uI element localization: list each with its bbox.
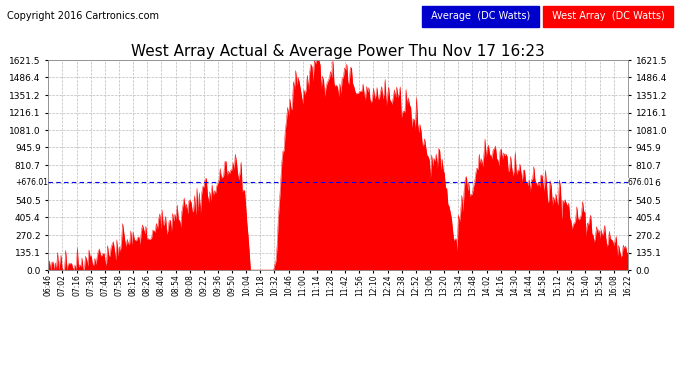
Text: Average  (DC Watts): Average (DC Watts) [428,11,533,21]
Text: 676.01: 676.01 [628,178,655,187]
Text: +676.01: +676.01 [15,178,48,187]
Text: West Array  (DC Watts): West Array (DC Watts) [549,11,667,21]
Text: Copyright 2016 Cartronics.com: Copyright 2016 Cartronics.com [7,11,159,21]
Title: West Array Actual & Average Power Thu Nov 17 16:23: West Array Actual & Average Power Thu No… [131,44,545,59]
